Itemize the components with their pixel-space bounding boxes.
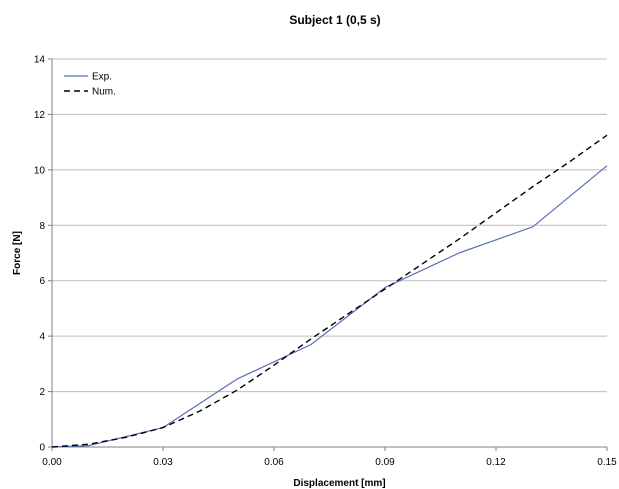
grid-layer xyxy=(52,58,607,393)
y-tick-label: 10 xyxy=(34,165,46,176)
legend: Exp. Num. xyxy=(64,72,116,98)
x-axis-label: Displacement [mm] xyxy=(293,478,385,489)
y-axis-label: Force [N] xyxy=(12,231,23,275)
y-tick-label: 8 xyxy=(39,221,45,232)
y-tick-label: 12 xyxy=(34,110,46,121)
y-tick-label: 4 xyxy=(39,332,45,343)
y-tick-label: 2 xyxy=(39,387,45,398)
y-tick-label: 6 xyxy=(39,276,45,287)
x-tick-label: 0.06 xyxy=(264,457,284,468)
y-tick-label: 0 xyxy=(39,443,45,454)
axes-layer: 0 2 4 6 8 10 12 14 0.00 0.03 0.06 0.09 0.12 0.15 xyxy=(34,55,617,469)
x-tick-label: 0.09 xyxy=(375,457,395,468)
series-line-2 xyxy=(51,134,608,448)
series-line-1 xyxy=(51,165,608,448)
x-tick-label: 0.03 xyxy=(153,457,173,468)
x-tick-label: 0.15 xyxy=(597,457,617,468)
x-tick-label: 0.00 xyxy=(42,457,62,468)
legend-label-2: Num. xyxy=(92,87,116,98)
chart-title: Subject 1 (0,5 s) xyxy=(289,13,380,27)
y-tick-label: 14 xyxy=(34,55,46,66)
series-layer xyxy=(51,134,608,448)
x-tick-label: 0.12 xyxy=(486,457,506,468)
legend-label-1: Exp. xyxy=(92,72,112,83)
